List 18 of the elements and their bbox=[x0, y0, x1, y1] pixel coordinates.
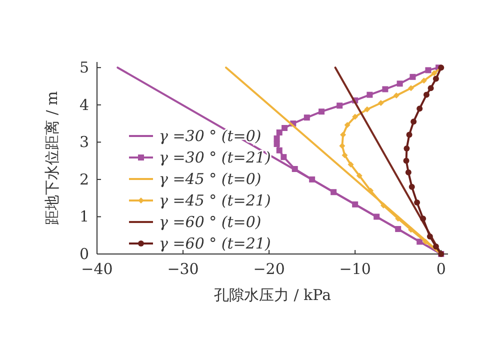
x-axis-title: 孔隙水压力 / kPa bbox=[214, 286, 332, 304]
y-tick-label: 5 bbox=[79, 58, 89, 77]
y-tick-label: 2 bbox=[79, 170, 89, 188]
y-axis-title: 距地下水位距离 / m bbox=[43, 91, 61, 225]
legend-label: γ =60 ° (t=21) bbox=[159, 234, 271, 252]
y-tick-label: 3 bbox=[79, 133, 89, 152]
x-tick-label: 0 bbox=[436, 260, 446, 278]
y-tick-label: 0 bbox=[79, 245, 89, 263]
y-tick-label: 1 bbox=[79, 208, 89, 226]
legend-label: γ =60 ° (t=0) bbox=[159, 213, 262, 231]
x-tick-label: −40 bbox=[81, 260, 113, 278]
y-tick-label: 4 bbox=[79, 96, 89, 114]
x-tick-label: −20 bbox=[253, 260, 285, 278]
legend-label: γ =45 ° (t=0) bbox=[159, 170, 262, 188]
x-tick-label: −30 bbox=[167, 260, 199, 278]
x-tick-label: −10 bbox=[339, 260, 371, 278]
legend-label: γ =30 ° (t=21) bbox=[159, 148, 271, 166]
legend-label: γ =45 ° (t=21) bbox=[159, 192, 271, 210]
